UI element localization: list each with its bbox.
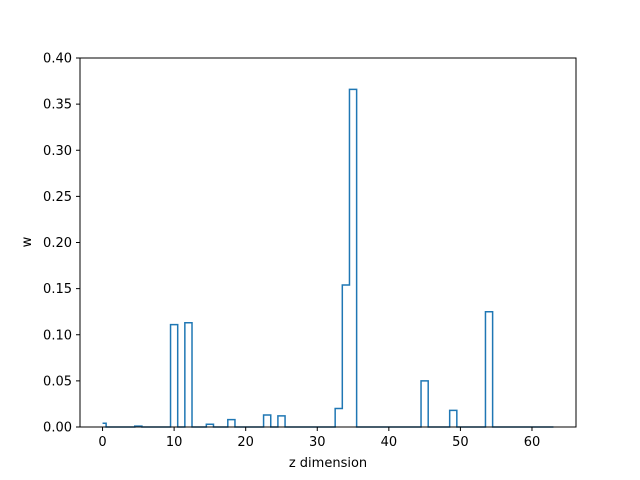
plot-area [80, 58, 576, 427]
x-tick-label: 0 [98, 435, 106, 450]
y-tick-label: 0.25 [43, 190, 72, 205]
x-axis: 0 10 20 30 40 50 60 [98, 427, 540, 450]
y-tick-label: 0.15 [43, 282, 72, 297]
x-tick-label: 60 [524, 435, 541, 450]
y-tick-label: 0.00 [43, 421, 72, 436]
y-tick-label: 0.30 [43, 144, 72, 159]
x-tick-label: 30 [309, 435, 326, 450]
y-tick-label: 0.35 [43, 98, 72, 113]
x-tick-label: 20 [237, 435, 254, 450]
y-axis: 0.00 0.05 0.10 0.15 0.20 0.25 0.30 0.35 0.40 [43, 52, 80, 436]
y-tick-label: 0.20 [43, 236, 72, 251]
y-axis-label: w [20, 236, 35, 247]
x-tick-label: 40 [381, 435, 398, 450]
x-tick-label: 10 [166, 435, 183, 450]
y-tick-label: 0.40 [43, 52, 72, 67]
y-tick-label: 0.05 [43, 374, 72, 389]
x-tick-label: 50 [452, 435, 469, 450]
y-tick-label: 0.10 [43, 328, 72, 343]
x-axis-label: z dimension [289, 456, 367, 471]
